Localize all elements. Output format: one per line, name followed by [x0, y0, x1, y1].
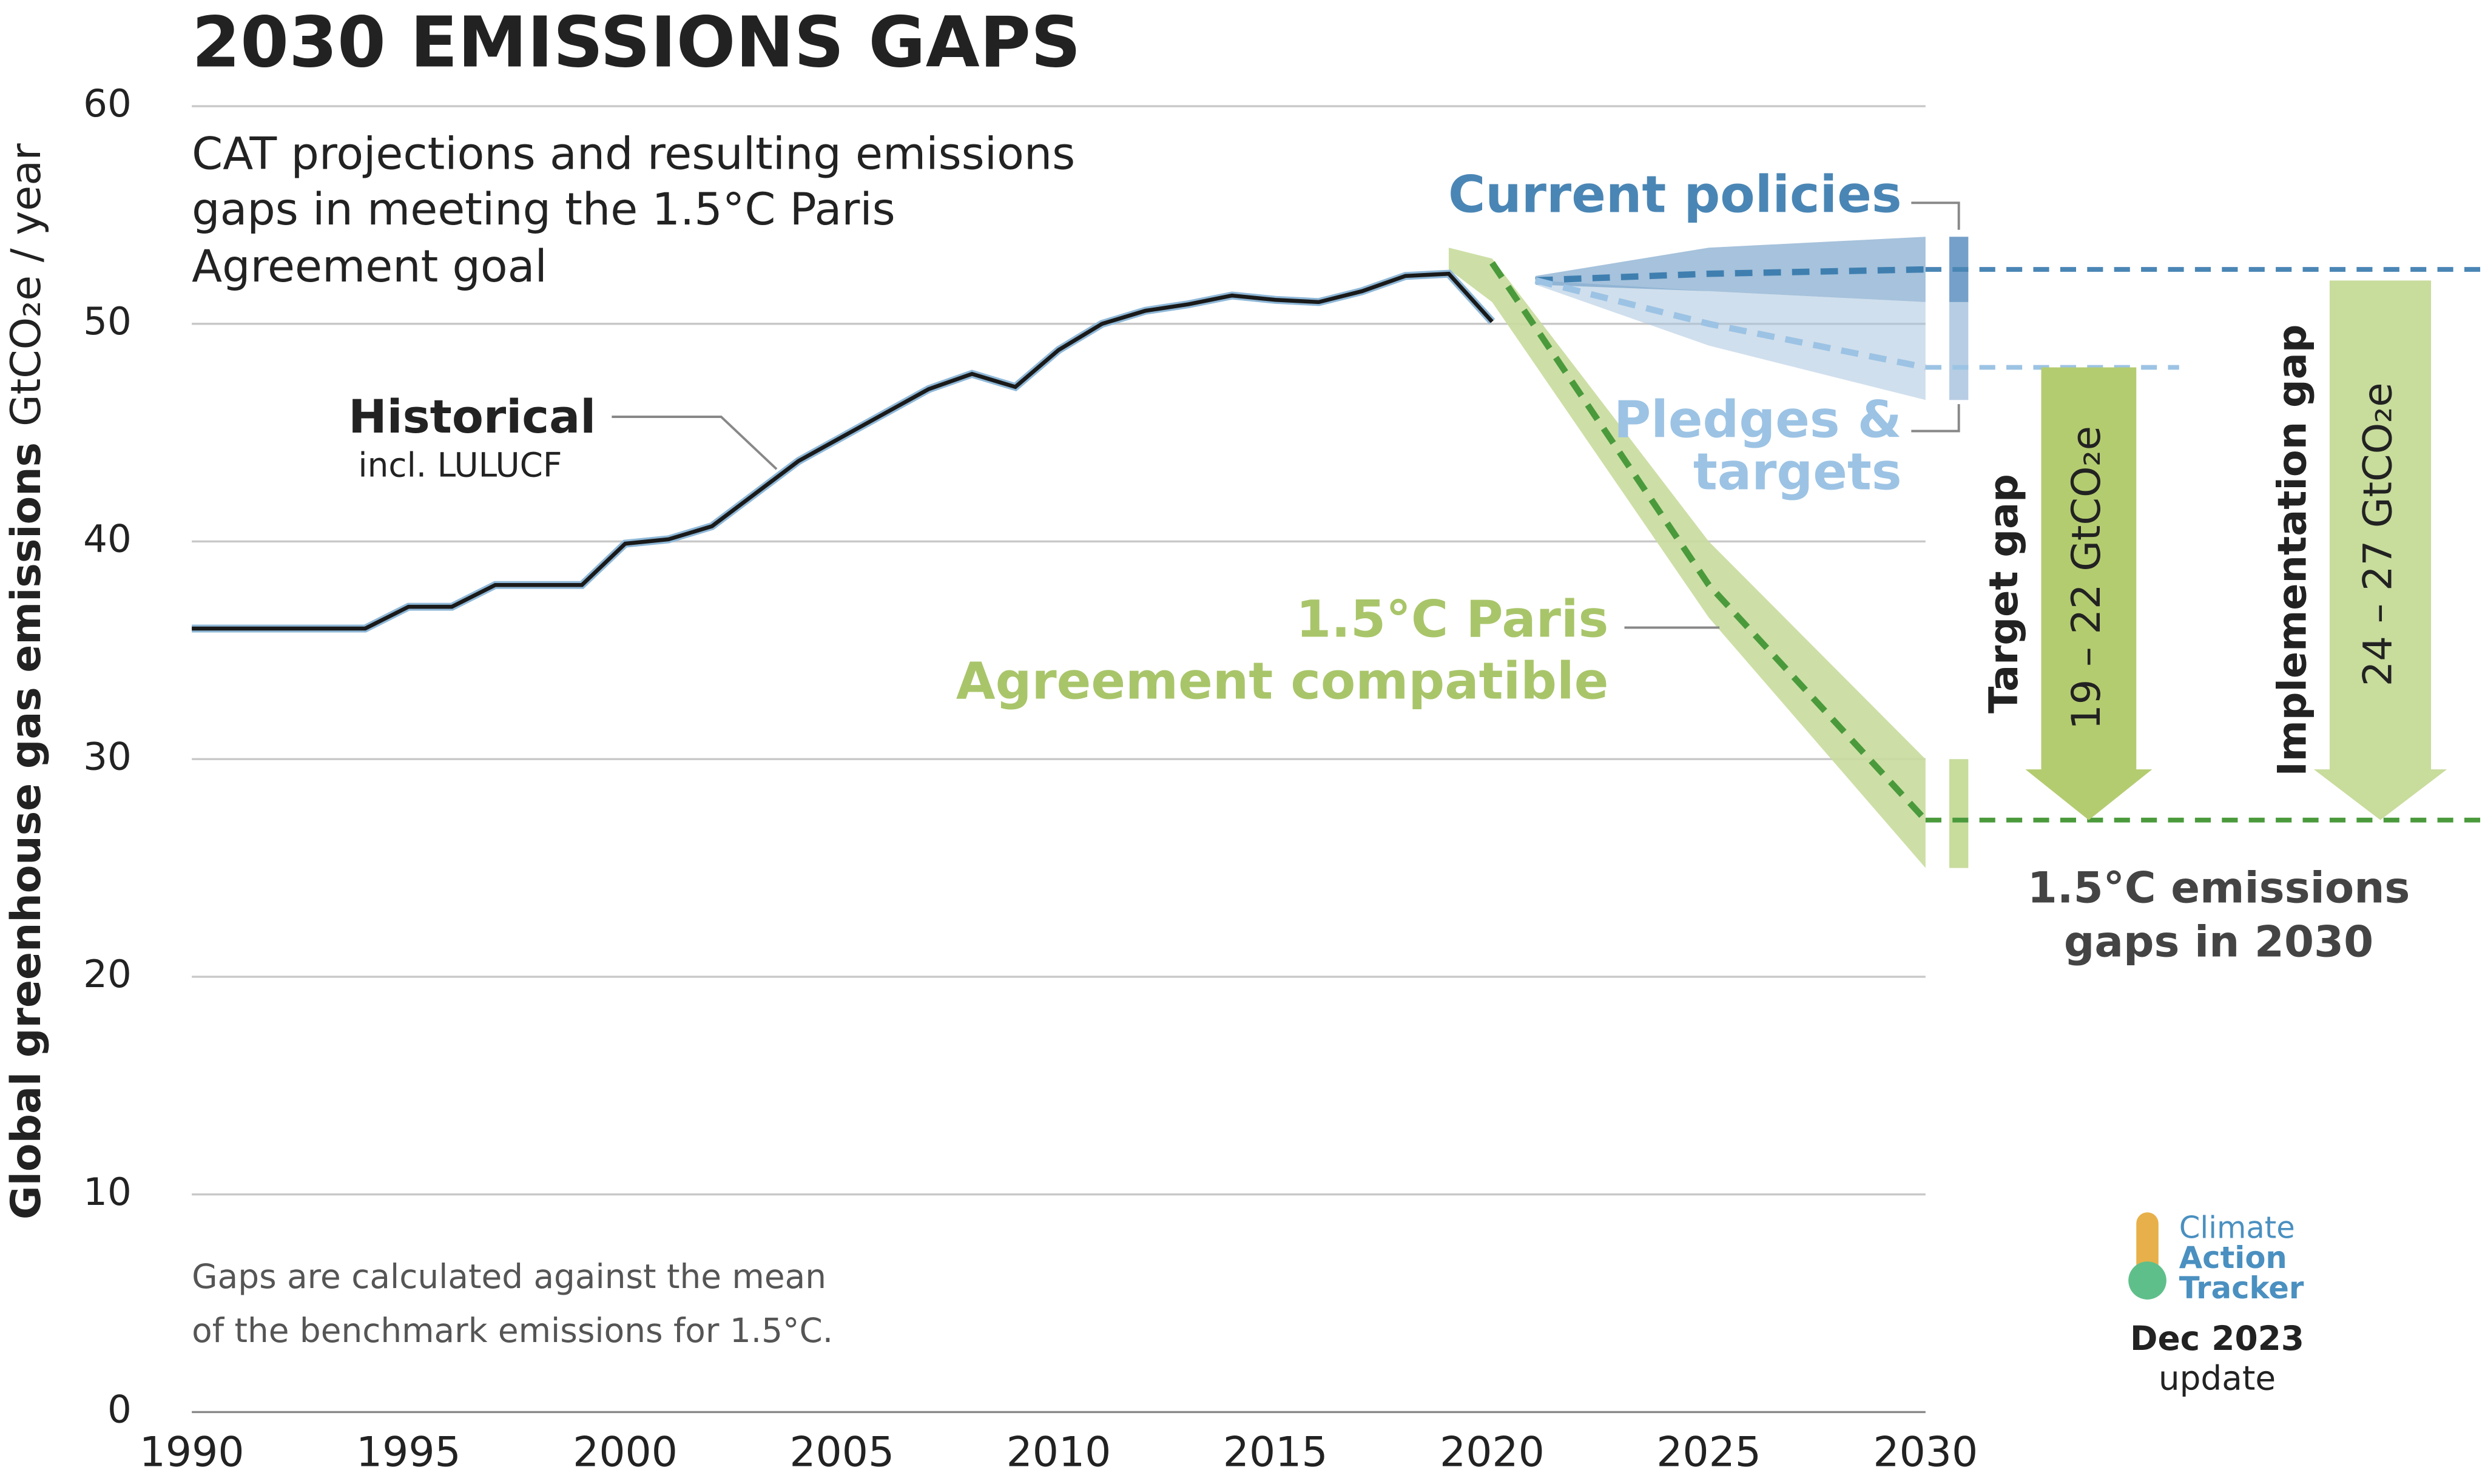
update-text: update [2159, 1358, 2276, 1397]
label-line: targets [1693, 442, 1902, 502]
projection-line [1534, 277, 1926, 371]
label-line: 1.5°C Paris [1296, 590, 1608, 649]
x-tick-label: 2025 [1656, 1428, 1761, 1476]
logo-text: Tracker [2179, 1270, 2304, 1306]
gap-label: 24 – 27 GtCO₂e [2355, 383, 2401, 687]
subtitle: CAT projections and resulting emissions [192, 129, 1075, 180]
x-tick-label: 2000 [573, 1428, 678, 1476]
x-tick-label: 2015 [1223, 1428, 1328, 1476]
footnote: of the benchmark emissions for 1.5°C. [192, 1311, 833, 1350]
gap-name: Target gap [1981, 474, 2027, 713]
leader-line [612, 416, 778, 470]
y-tick-label: 30 [83, 734, 132, 778]
y-tick-label: 40 [83, 517, 132, 561]
series-label: Historical [348, 390, 596, 444]
subtitle: Agreement goal [192, 241, 547, 292]
y-tick-label: 60 [83, 81, 132, 126]
x-tick-label: 1990 [140, 1428, 244, 1476]
x-tick-label: 1995 [356, 1428, 461, 1476]
leader-line [1911, 404, 1960, 433]
chart-title: 2030 EMISSIONS GAPS [192, 2, 1081, 84]
label-line: Pledges & [1614, 390, 1902, 449]
y-tick-label: 10 [83, 1170, 132, 1214]
x-tick-label: 2030 [1873, 1428, 1978, 1476]
gap-arrow [2025, 367, 2153, 820]
update-date: Dec 2023 [2130, 1319, 2304, 1358]
x-tick-label: 2010 [1006, 1428, 1111, 1476]
gap-label: 19 – 22 GtCO₂e [2063, 426, 2109, 730]
x-tick-label: 2005 [789, 1428, 894, 1476]
series-note: incl. LULUCF [358, 446, 562, 485]
logo-text: Action [2179, 1240, 2287, 1275]
x-tick-label: 2020 [1440, 1428, 1545, 1476]
y-tick-label: 0 [107, 1387, 132, 1431]
logo [2128, 1212, 2166, 1300]
y-label: Global greenhouse gas emissions [2, 442, 50, 1219]
projection-line [1535, 266, 1926, 284]
gaps-title: 1.5°C emissions [2028, 863, 2410, 913]
y-unit: GtCO₂e / year [2, 143, 50, 427]
series-label: Current policies [1448, 164, 1902, 224]
projection-line [1489, 261, 1928, 823]
y-axis-label: Global greenhouse gas emissions GtCO₂e / … [2, 143, 50, 1219]
label-line: Agreement compatible [956, 651, 1608, 710]
range-band [1535, 237, 1926, 302]
subtitle: gaps in meeting the 1.5°C Paris [192, 184, 895, 235]
gaps-title: gaps in 2030 [2064, 917, 2373, 966]
gap-arrow [2313, 280, 2447, 820]
thermometer-bulb [2128, 1261, 2166, 1300]
y-tick-label: 50 [83, 299, 132, 343]
range-band [1535, 280, 1926, 400]
y-tick-label: 20 [83, 952, 132, 996]
historical-line [192, 271, 1494, 631]
gap-name: Implementation gap [2270, 324, 2316, 776]
leader-line [1911, 201, 1960, 230]
series-label: 1.5°C Paris Agreement compatible [956, 590, 1608, 711]
footnote: Gaps are calculated against the mean [192, 1257, 826, 1296]
logo-text: Climate [2179, 1210, 2295, 1246]
series-label: Pledges & targets [1614, 390, 1902, 501]
